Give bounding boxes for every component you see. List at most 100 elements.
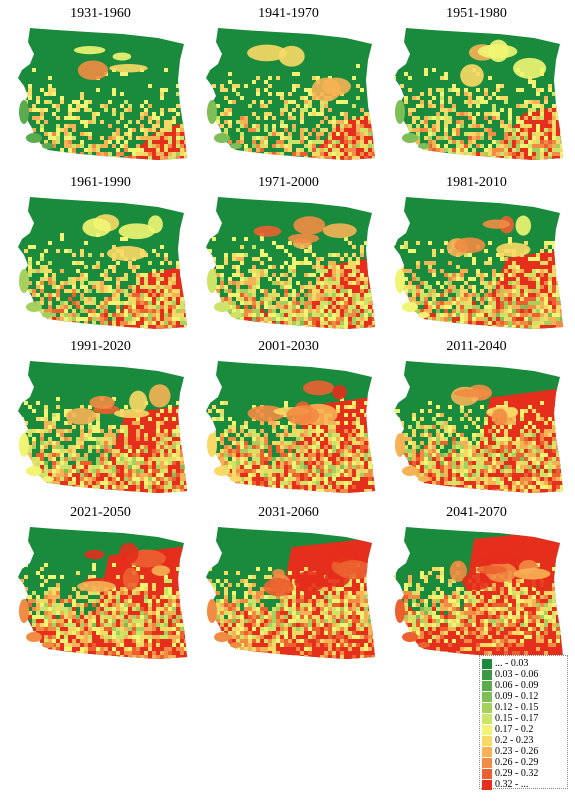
terrain-cell — [228, 321, 232, 325]
terrain-cell — [60, 445, 64, 449]
terrain-cell — [372, 317, 375, 321]
terrain-cell — [112, 88, 116, 92]
terrain-cell — [68, 465, 72, 469]
terrain-cell — [180, 481, 184, 485]
terrain-cell — [144, 152, 148, 156]
terrain-cell — [408, 144, 412, 148]
terrain-cell — [40, 333, 44, 335]
terrain-cell — [416, 160, 420, 164]
terrain-cell — [348, 321, 352, 325]
terrain-cell — [240, 140, 244, 144]
terrain-cell — [400, 84, 404, 88]
terrain-cell — [216, 152, 220, 156]
terrain-cell — [496, 253, 500, 257]
terrain-cell — [368, 489, 372, 493]
terrain-cell — [228, 425, 232, 429]
terrain-cell — [40, 485, 44, 489]
terrain-cell — [428, 116, 432, 120]
terrain-cell — [496, 96, 500, 100]
terrain-cell — [40, 148, 44, 152]
terrain-cell — [204, 329, 208, 333]
terrain-cell — [464, 132, 468, 136]
terrain-cell — [88, 485, 92, 489]
terrain-cell — [368, 132, 372, 136]
terrain-cell — [348, 160, 352, 164]
terrain-cell — [394, 128, 396, 132]
terrain-cell — [84, 497, 88, 499]
terrain-cell — [152, 449, 156, 453]
terrain-cell — [356, 325, 360, 329]
terrain-cell — [394, 253, 396, 257]
terrain-cell — [332, 437, 336, 441]
terrain-cell — [136, 417, 140, 421]
terrain-cell — [64, 481, 68, 485]
terrain-cell — [180, 497, 184, 499]
terrain-cell — [444, 321, 448, 325]
terrain-cell — [508, 112, 512, 116]
terrain-cell — [40, 124, 44, 128]
terrain-cell — [24, 293, 28, 297]
terrain-cell — [364, 160, 368, 164]
terrain-cell — [456, 160, 460, 164]
terrain-cell — [60, 160, 64, 164]
terrain-cell — [492, 108, 496, 112]
terrain-cell — [260, 144, 264, 148]
terrain-cell — [544, 140, 548, 144]
terrain-cell — [360, 489, 364, 493]
terrain-cell — [156, 489, 160, 493]
terrain-cell — [372, 305, 375, 309]
terrain-cell — [260, 100, 264, 104]
terrain-cell — [368, 437, 372, 441]
terrain-cell — [164, 293, 168, 297]
terrain-cell — [72, 253, 76, 257]
terrain-cell — [404, 289, 408, 293]
terrain-cell — [340, 160, 344, 164]
terrain-cell — [552, 269, 556, 273]
terrain-cell — [484, 128, 488, 132]
terrain-cell — [480, 152, 484, 156]
terrain-cell — [304, 461, 308, 465]
terrain-cell — [512, 156, 516, 160]
terrain-cell — [160, 457, 164, 461]
terrain-cell — [528, 321, 532, 325]
terrain-cell — [264, 453, 268, 457]
terrain-cell — [440, 333, 444, 335]
terrain-cell — [124, 148, 128, 152]
terrain-cell — [312, 453, 316, 457]
terrain-cell — [172, 309, 176, 313]
terrain-cell — [88, 493, 92, 497]
terrain-cell — [540, 112, 544, 116]
terrain-cell — [372, 489, 375, 493]
terrain-cell — [308, 301, 312, 305]
terrain-cell — [96, 329, 100, 333]
terrain-cell — [456, 325, 460, 329]
terrain-cell — [64, 329, 68, 333]
terrain-cell — [176, 453, 180, 457]
terrain-cell — [440, 160, 444, 164]
terrain-cell — [120, 104, 124, 108]
terrain-cell — [68, 493, 72, 497]
terrain-cell — [68, 132, 72, 136]
terrain-cell — [452, 156, 456, 160]
terrain-cell — [280, 325, 284, 329]
terrain-cell — [68, 421, 72, 425]
terrain-cell — [464, 305, 468, 309]
terrain-cell — [456, 309, 460, 313]
terrain-cell — [52, 152, 56, 156]
terrain-cell — [88, 136, 92, 140]
terrain-cell — [156, 485, 160, 489]
terrain-cell — [328, 481, 332, 485]
terrain-cell — [344, 156, 348, 160]
terrain-cell — [336, 309, 340, 313]
terrain-cell — [84, 108, 88, 112]
terrain-cell — [264, 156, 268, 160]
terrain-cell — [272, 128, 276, 132]
terrain-cell — [452, 285, 456, 289]
terrain-cell — [260, 289, 264, 293]
terrain-cell — [512, 164, 516, 166]
terrain-cell — [512, 325, 516, 329]
terrain-cell — [184, 301, 187, 305]
terrain-cell — [252, 100, 256, 104]
terrain-cell — [348, 333, 352, 335]
terrain-cell — [36, 96, 40, 100]
